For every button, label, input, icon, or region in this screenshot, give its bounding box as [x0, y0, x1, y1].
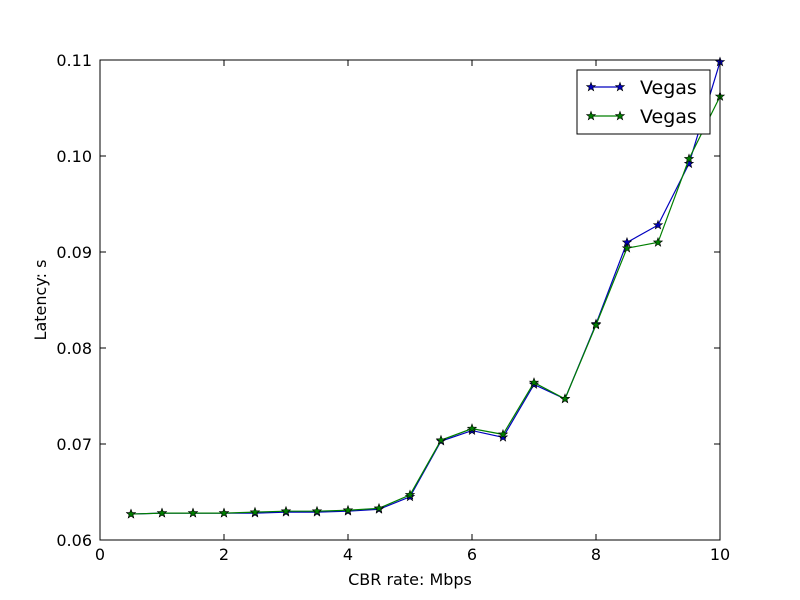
- data-point: [652, 236, 664, 247]
- x-tick-label: 10: [710, 545, 730, 564]
- data-point: [249, 506, 261, 517]
- data-point: [683, 158, 695, 169]
- series-line: [130, 96, 721, 515]
- data-point: [683, 153, 695, 164]
- legend: Vegas Vegas: [576, 69, 711, 135]
- data-point: [280, 505, 292, 516]
- data-point: [156, 507, 168, 518]
- data-point: [404, 489, 416, 500]
- series-2: [125, 91, 726, 519]
- legend-label: Vegas: [640, 77, 697, 99]
- x-axis-label: CBR rate: Mbps: [348, 570, 472, 589]
- x-tick-label: 8: [591, 545, 601, 564]
- data-point: [187, 507, 199, 518]
- data-point: [497, 431, 509, 442]
- legend-marker: [585, 110, 597, 121]
- data-point: [218, 507, 230, 518]
- y-tick-label: 0.09: [56, 243, 92, 262]
- x-tick-label: 6: [467, 545, 477, 564]
- data-point: [342, 504, 354, 515]
- x-tick-label: 0: [95, 545, 105, 564]
- data-point: [559, 393, 571, 404]
- legend-box: [576, 69, 711, 135]
- data-point: [125, 508, 137, 519]
- y-axis-label: Latency: s: [31, 260, 50, 341]
- y-tick-label: 0.10: [56, 147, 92, 166]
- data-point: [373, 502, 385, 513]
- legend-marker: [614, 110, 626, 121]
- legend-marker: [614, 81, 626, 92]
- data-point: [652, 219, 664, 230]
- data-point: [497, 428, 509, 439]
- y-tick-label: 0.08: [56, 339, 92, 358]
- y-tick-label: 0.07: [56, 435, 92, 454]
- x-tick-label: 2: [219, 545, 229, 564]
- series-layer: [125, 56, 726, 519]
- data-point: [528, 377, 540, 387]
- data-point: [621, 242, 633, 253]
- data-point: [466, 423, 478, 434]
- y-tick-label: 0.11: [56, 51, 92, 70]
- legend-marker: [585, 81, 597, 92]
- plot-frame: [99, 59, 721, 541]
- data-point: [311, 505, 323, 516]
- y-tick-label: 0.06: [56, 531, 92, 550]
- data-point: [435, 434, 447, 445]
- x-tick-label: 4: [343, 545, 353, 564]
- ticks-layer: 0 2 4 6 8 10 0.06 0.07 0.08 0.09 0.10 0.11: [56, 51, 730, 564]
- data-point: [590, 319, 602, 330]
- legend-label: Vegas: [640, 106, 697, 128]
